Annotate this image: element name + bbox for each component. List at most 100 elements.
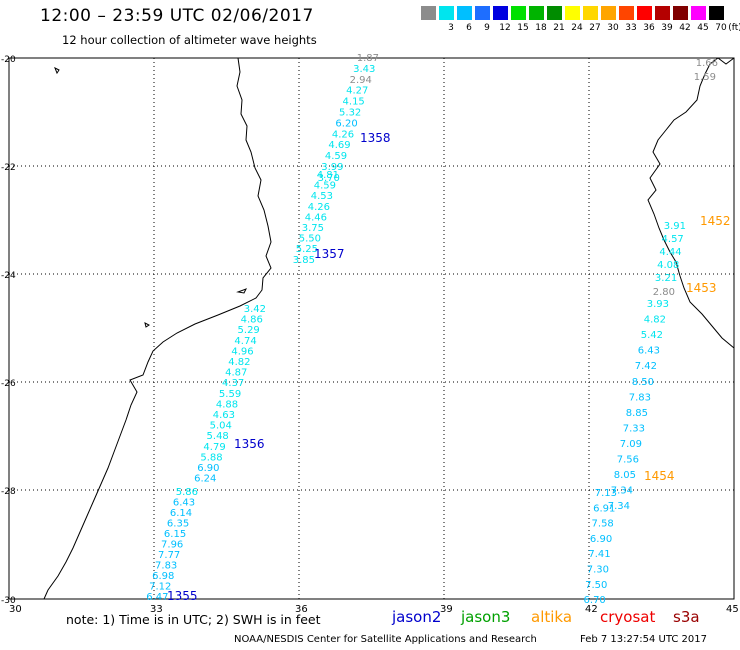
- pass-number-label: 1453: [686, 281, 717, 295]
- lat-tick-label: -22: [1, 163, 16, 173]
- wave-height-value: 7.34: [608, 501, 630, 512]
- map-title: 12:00 – 23:59 UTC 02/06/2017: [40, 6, 314, 26]
- wave-height-value: 1.59: [694, 72, 716, 83]
- scale-label: 9: [484, 23, 490, 33]
- wave-height-value: 2.94: [350, 75, 372, 86]
- scale-label: 18: [535, 23, 547, 33]
- lat-tick-label: -24: [1, 271, 16, 281]
- wave-height-value: 5.32: [339, 108, 361, 119]
- wave-height-value: 7.33: [623, 423, 645, 434]
- wave-height-value: 4.26: [332, 129, 354, 140]
- wave-height-value: 4.44: [659, 247, 681, 258]
- scale-swatch: [565, 6, 580, 20]
- lat-tick-label: -26: [1, 379, 16, 389]
- wave-height-value: 7.96: [161, 540, 183, 551]
- scale-label: 70: [715, 23, 727, 33]
- scale-swatch: [493, 6, 508, 20]
- wave-height-value: 4.37: [222, 378, 244, 389]
- pass-number-label: 1452: [700, 214, 731, 228]
- wave-height-value: 7.09: [620, 439, 642, 450]
- wave-height-value: 4.27: [346, 86, 368, 97]
- map-subtitle: 12 hour collection of altimeter wave hei…: [62, 33, 317, 47]
- scale-label: 30: [607, 23, 619, 33]
- scale-swatch: [691, 6, 706, 20]
- scale-swatch: [475, 6, 490, 20]
- wave-height-value: 4.26: [308, 202, 330, 213]
- wave-height-value: 3.42: [244, 304, 266, 315]
- wave-height-value: 4.63: [213, 410, 235, 421]
- wave-height-value: 6.90: [197, 463, 219, 474]
- wave-height-value: 5.59: [219, 389, 241, 400]
- pass-number-label: 1454: [644, 469, 675, 483]
- wave-height-value: 7.41: [588, 549, 610, 560]
- wave-height-value: 3.93: [647, 299, 669, 310]
- wave-height-value: 4.82: [228, 357, 250, 368]
- wave-height-value: 1.66: [696, 58, 718, 69]
- wave-height-value: 4.87: [225, 368, 247, 379]
- wave-height-value: 6.98: [152, 571, 174, 582]
- legend-item-jason2: jason2: [392, 608, 442, 626]
- wave-height-value: 6.90: [590, 534, 612, 545]
- wave-height-value: 5.50: [299, 234, 321, 245]
- wave-height-value: 3.43: [353, 64, 375, 75]
- legend-item-jason3: jason3: [461, 608, 511, 626]
- wave-height-value: 3.75: [302, 223, 324, 234]
- wave-height-value: 6.20: [335, 118, 357, 129]
- wave-height-value: 6.24: [194, 474, 216, 485]
- wave-height-value: 6.15: [164, 529, 186, 540]
- scale-swatch: [673, 6, 688, 20]
- wave-height-value: 7.30: [587, 565, 609, 576]
- wave-height-value: 6.14: [170, 508, 192, 519]
- wave-height-value: 5.25: [296, 244, 318, 255]
- wave-height-value: 3.85: [293, 255, 315, 266]
- wave-height-value: 7.42: [635, 361, 657, 372]
- wave-height-value: 4.59: [314, 181, 336, 192]
- wave-height-value: 6.43: [173, 498, 195, 509]
- scale-swatch: [709, 6, 724, 20]
- lon-tick-label: 45: [726, 604, 739, 615]
- scale-swatch: [583, 6, 598, 20]
- scale-swatch: [421, 6, 436, 20]
- scale-swatch: [511, 6, 526, 20]
- scale-label: 36: [643, 23, 655, 33]
- scale-swatch: [457, 6, 472, 20]
- plot-frame: [8, 57, 735, 600]
- wave-height-value: 7.12: [149, 582, 171, 593]
- wave-height-value: 4.53: [311, 191, 333, 202]
- pass-number-label: 1358: [360, 131, 391, 145]
- scale-swatch: [529, 6, 544, 20]
- wave-height-value: 5.48: [207, 431, 229, 442]
- lon-tick-label: 39: [440, 604, 453, 615]
- wave-height-value: 8.85: [626, 408, 648, 419]
- wave-height-value: 3.99: [321, 162, 343, 173]
- wave-height-value: 6.35: [167, 519, 189, 530]
- scale-swatch: [601, 6, 616, 20]
- wave-height-value: 8.50: [632, 377, 654, 388]
- gridlines: [9, 58, 734, 599]
- lon-tick-label: 42: [585, 604, 598, 615]
- wave-height-value: 4.46: [305, 212, 327, 223]
- wave-height-value: 4.86: [241, 315, 263, 326]
- wave-height-value: 4.81: [317, 170, 339, 181]
- pass-number-label: 1355: [167, 589, 198, 603]
- lon-tick-label: 36: [295, 604, 308, 615]
- wave-height-value: 5.86: [176, 487, 198, 498]
- scale-label: 3: [448, 23, 454, 33]
- scale-swatch: [655, 6, 670, 20]
- scale-label: 6: [466, 23, 472, 33]
- wave-height-value: 7.77: [158, 550, 180, 561]
- wave-height-value: 7.56: [617, 455, 639, 466]
- legend-item-altika: altika: [531, 608, 573, 626]
- credit-line: NOAA/NESDIS Center for Satellite Applica…: [234, 634, 537, 645]
- scale-label: 12: [499, 23, 511, 33]
- wave-height-value: 6.43: [638, 346, 660, 357]
- lon-tick-label: 30: [9, 604, 22, 615]
- scale-label: 27: [589, 23, 601, 33]
- wave-height-value: 7.83: [155, 561, 177, 572]
- wave-height-value: 3.70: [318, 173, 340, 184]
- scale-label: 24: [571, 23, 583, 33]
- wave-height-value: 6.47: [146, 592, 168, 603]
- wave-height-value: 7.13: [595, 488, 617, 499]
- wave-height-value: 4.82: [644, 315, 666, 326]
